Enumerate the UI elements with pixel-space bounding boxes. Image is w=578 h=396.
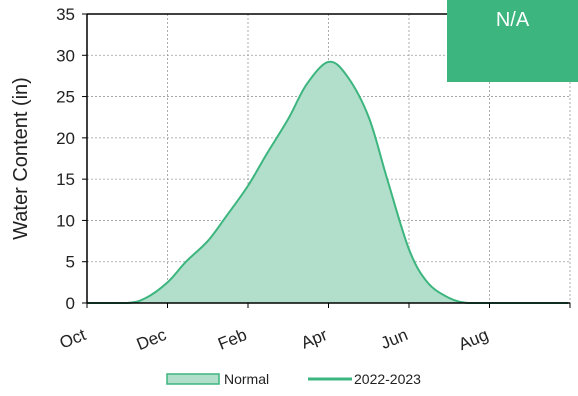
legend: Normal 2022-2023 xyxy=(166,371,421,387)
y-tick-label: 0 xyxy=(66,294,75,313)
y-tick-label: 20 xyxy=(56,129,75,148)
x-tick-label: Feb xyxy=(215,325,249,354)
x-tick-label: Aug xyxy=(456,325,491,354)
x-tick-label: Jun xyxy=(378,325,411,353)
legend-normal-swatch xyxy=(166,373,220,385)
y-tick-label: 30 xyxy=(56,46,75,65)
y-tick-label: 5 xyxy=(66,253,75,272)
x-tick-label: Oct xyxy=(57,325,89,353)
y-tick-label: 35 xyxy=(56,5,75,24)
x-tick-labels: Oct Dec Feb Apr Jun Aug xyxy=(57,325,491,354)
legend-2022-2023-label: 2022-2023 xyxy=(354,371,421,387)
status-badge: N/A xyxy=(447,0,578,82)
legend-normal-label: Normal xyxy=(224,371,269,387)
normal-area-layer xyxy=(87,60,569,304)
y-tick-label: 25 xyxy=(56,88,75,107)
y-tick-label: 10 xyxy=(56,211,75,230)
x-tick-label: Dec xyxy=(134,325,170,354)
y-tick-label: 15 xyxy=(56,170,75,189)
y-tick-labels: 0 5 10 15 20 25 30 35 xyxy=(56,5,75,313)
normal-area xyxy=(87,61,569,303)
status-text: N/A xyxy=(495,9,530,31)
y-axis-label: Water Content (in) xyxy=(10,77,32,240)
x-tick-label: Apr xyxy=(298,325,330,353)
